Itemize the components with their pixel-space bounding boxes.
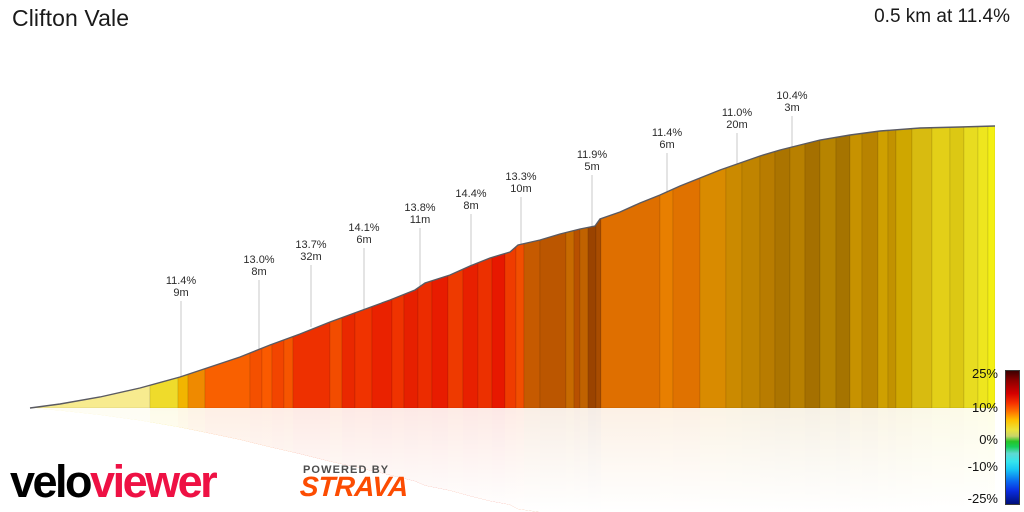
legend-tick-label: -10%	[967, 459, 998, 474]
gradient-band	[804, 126, 821, 408]
legend-tick-label: 0%	[979, 432, 998, 447]
gradient-band	[759, 126, 776, 408]
gradient-band	[887, 126, 897, 408]
logo-text-velo: velo	[10, 456, 93, 507]
strava-logo[interactable]: STRAVA	[299, 471, 409, 502]
gradient-band	[417, 126, 433, 408]
gradient-band	[849, 126, 863, 408]
gradient-band	[477, 126, 493, 408]
gradient-band	[877, 126, 889, 408]
gradient-band	[595, 126, 602, 408]
gradient-band	[573, 126, 581, 408]
gradient-band	[403, 126, 419, 408]
gradient-band	[354, 126, 373, 408]
gradient-band	[699, 126, 727, 408]
gradient-band	[725, 126, 743, 408]
gradient-band	[515, 126, 525, 408]
logo-text-viewer: viewer	[90, 456, 218, 507]
gradient-band	[789, 126, 806, 408]
gradient-band	[341, 126, 356, 408]
climb-summary: 0.5 km at 11.4%	[874, 6, 1010, 27]
gradient-band	[261, 126, 273, 408]
gradient-band	[30, 126, 151, 408]
gradient-band	[741, 126, 761, 408]
profile-svg	[29, 116, 996, 512]
gradient-band	[819, 126, 837, 408]
gradient-band	[271, 126, 285, 408]
gradient-band	[447, 126, 464, 408]
elevation-profile-chart[interactable]: 11.4% 9m 13.0% 8m 13.7% 32m 14.1% 6m 13.8% 11m 14.…	[0, 42, 1024, 512]
gradient-band	[539, 126, 567, 408]
gradient-band	[672, 126, 701, 408]
branding-footer: veloviewer POWERED BY STRAVA	[0, 450, 440, 512]
gradient-band	[249, 126, 263, 408]
gradient-band	[391, 126, 405, 408]
gradient-band	[895, 126, 913, 408]
gradient-band	[835, 126, 851, 408]
gradient-band	[329, 126, 343, 408]
gradient-band	[523, 126, 541, 408]
gradient-band	[204, 126, 251, 408]
gradient-band	[292, 126, 331, 408]
gradient-band	[149, 126, 179, 408]
callout-leader-lines	[180, 116, 793, 378]
gradient-band	[371, 126, 393, 408]
chart-header: Clifton Vale 0.5 km at 11.4%	[0, 0, 1024, 42]
gradient-band	[931, 126, 951, 408]
gradient-band	[949, 126, 965, 408]
gradient-band	[431, 126, 449, 408]
gradient-band	[504, 126, 517, 408]
gradient-band	[861, 126, 879, 408]
gradient-band	[187, 126, 206, 408]
profile-gradient-bands	[30, 126, 995, 408]
gradient-band	[600, 126, 661, 408]
gradient-band	[987, 126, 995, 408]
gradient-band	[659, 126, 674, 408]
profile-ridge-line	[29, 125, 996, 409]
gradient-band	[283, 126, 294, 408]
legend-tick-label: -25%	[967, 491, 998, 506]
legend-tick-label: 10%	[971, 400, 998, 415]
gradient-band	[579, 126, 589, 408]
page-title: Clifton Vale	[12, 5, 130, 31]
gradient-band	[977, 126, 989, 408]
gradient-band	[963, 126, 979, 408]
gradient-band	[565, 126, 575, 408]
veloviewer-logo[interactable]: veloviewer	[10, 456, 218, 507]
gradient-scale-bar	[1005, 370, 1020, 505]
gradient-band	[491, 126, 506, 408]
gradient-band	[774, 126, 791, 408]
powered-by-label: POWERED BY	[303, 464, 390, 476]
gradient-band	[911, 126, 933, 408]
gradient-band	[177, 126, 189, 408]
legend-tick-label: 25%	[971, 366, 998, 381]
